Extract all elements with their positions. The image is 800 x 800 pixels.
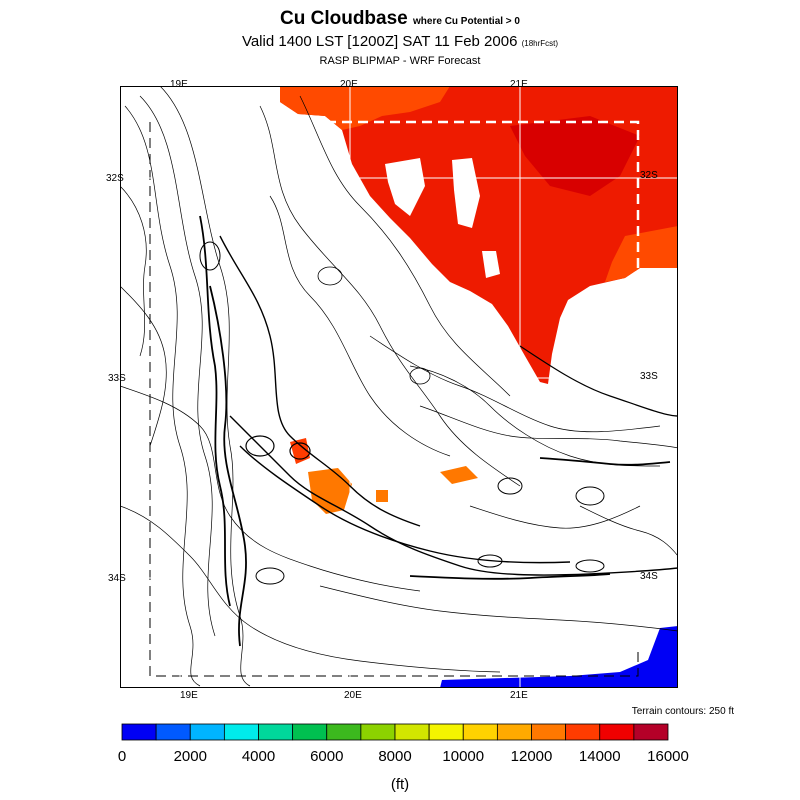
lon-bottom-20e: 20E [344, 690, 362, 701]
cloud-gap-1 [385, 158, 425, 216]
colorbar-swatch [531, 723, 567, 741]
colorbar-swatch [155, 723, 191, 741]
cloudbase-dark-core [510, 116, 640, 196]
colorbar-swatch [326, 723, 362, 741]
colorbar-swatch [496, 723, 532, 741]
colorbar-swatch [565, 723, 601, 741]
cloud-gap-2 [452, 158, 480, 228]
lat-left-32s: 32S [106, 173, 124, 184]
colorbar-tick-label: 14000 [578, 748, 621, 765]
lon-top-19e: 19E [170, 79, 188, 90]
lon-bottom-19e: 19E [180, 690, 198, 701]
colorbar-tick-label: 2000 [173, 748, 207, 765]
cloudbase-orange-east [605, 226, 678, 282]
lat-right-32s: 32S [640, 170, 658, 181]
colorbar-tick-label: 4000 [241, 748, 276, 765]
lon-bottom-21e: 21E [510, 690, 528, 701]
colorbar-tick-label: 12000 [510, 748, 553, 765]
colorbar-tick-label: 10000 [442, 748, 485, 765]
valid-time: Valid 1400 LST [1200Z] SAT 11 Feb 2006 [241, 33, 518, 50]
colorbar-swatch [121, 723, 157, 741]
colorbar-swatch [258, 723, 294, 741]
colorbar-tick-label: 0 [117, 748, 127, 765]
lat-left-34s: 34S [108, 573, 126, 584]
terrain-contours [120, 86, 678, 687]
lat-right-33s: 33S [640, 371, 658, 382]
colorbar-swatch [189, 723, 225, 741]
cloudbase-patch-1 [308, 468, 352, 514]
cloudbase-low-region [440, 626, 678, 688]
terrain-contour-note: Terrain contours: 250 ft [631, 706, 734, 717]
colorbar-swatch [599, 723, 635, 741]
colorbar-swatch [223, 723, 259, 741]
colorbar-tick-label: 6000 [310, 748, 344, 765]
map-title-main: Cu Cloudbase [280, 8, 408, 29]
lon-top-21e: 21E [510, 79, 528, 90]
colorbar-units: (ft) [390, 776, 410, 793]
colorbar-swatch [428, 723, 464, 741]
cloud-gap-3 [482, 251, 500, 278]
cloudbase-patch-2 [440, 466, 478, 484]
map-frame [120, 86, 678, 688]
colorbar-swatch [360, 723, 396, 741]
map-title: Cu Cloudbase where Cu Potential > 0 [0, 8, 800, 30]
colorbar-swatch [394, 723, 430, 741]
lat-right-34s: 34S [640, 571, 658, 582]
domain-boundary [150, 120, 640, 646]
forecast-hours: (18hrFcst) [521, 39, 559, 48]
colorbar-tick-label: 8000 [378, 748, 412, 765]
colorbar-tick-label: 16000 [647, 748, 689, 765]
cloudbase-orange-band [280, 86, 450, 130]
graticule [120, 86, 678, 688]
source-label: RASP BLIPMAP - WRF Forecast [319, 55, 481, 67]
lon-top-20e: 20E [340, 79, 358, 90]
domain-boundary-outer [149, 122, 639, 677]
cloudbase-patch-3 [376, 490, 388, 502]
forecast-map [120, 86, 678, 688]
colorbar-swatch [633, 723, 669, 741]
map-subtitle: Valid 1400 LST [1200Z] SAT 11 Feb 2006 (… [0, 33, 800, 50]
lat-left-33s: 33S [108, 373, 126, 384]
colorbar-swatch [462, 723, 498, 741]
map-title-qualifier: where Cu Potential > 0 [413, 16, 520, 27]
colorbar-swatch [292, 723, 328, 741]
